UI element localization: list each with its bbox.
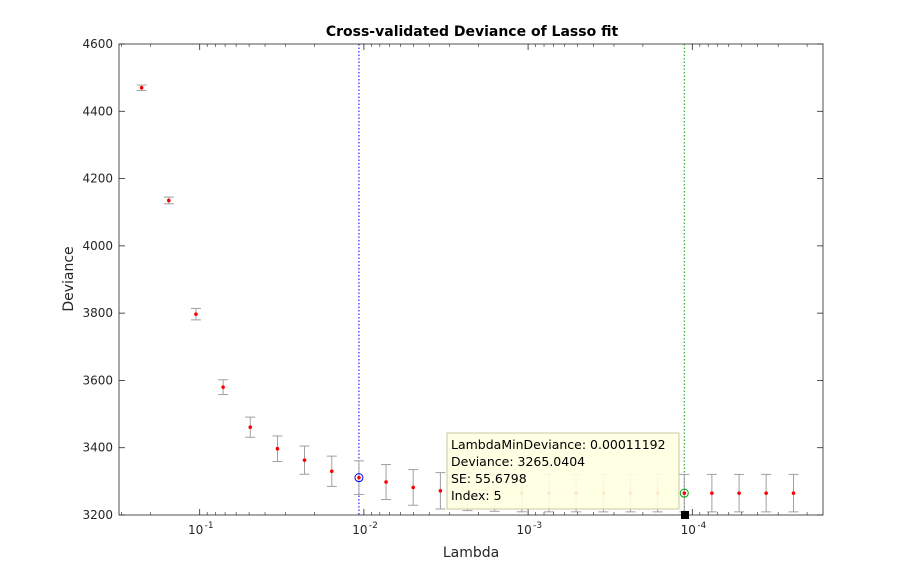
data-tip[interactable]: LambdaMinDeviance: 0.00011192 Deviance: …: [446, 432, 680, 510]
data-tip-line-index: Index: 5: [451, 488, 502, 503]
data-point: [764, 491, 768, 495]
data-tip-box: [446, 432, 680, 510]
data-point: [302, 458, 307, 462]
x-tick-label: 10: [681, 523, 696, 537]
x-tick-label-exponent: -1: [205, 521, 214, 531]
data-point: [194, 312, 198, 316]
x-axis: 10 -1 10 -2 10 -3 10 -4: [121, 44, 808, 537]
data-point: [329, 469, 334, 474]
lambda-min-marker: [679, 488, 689, 498]
data-tip-anchor-marker[interactable]: [681, 511, 689, 519]
data-point: [384, 480, 388, 484]
y-tick-label: 3800: [82, 306, 113, 320]
y-tick-label: 3200: [82, 508, 113, 522]
y-axis-label: Deviance: [61, 246, 77, 311]
data-point: [221, 385, 225, 389]
data-point: [737, 491, 741, 495]
y-axis: 3200 3400 3600 3800 4000 4200 4400 4600: [82, 37, 823, 522]
y-tick-label: 3600: [82, 373, 113, 387]
data-tip-line-deviance: Deviance: 3265.0404: [451, 454, 585, 469]
data-point: [357, 475, 361, 480]
x-axis-label: Lambda: [443, 545, 499, 561]
chart-title: Cross-validated Deviance of Lasso fit: [326, 24, 619, 40]
y-tick-label: 4600: [82, 37, 113, 51]
data-point: [275, 446, 280, 451]
reference-markers: [354, 473, 689, 498]
y-tick-label: 4200: [82, 172, 113, 186]
reference-lines: [358, 44, 685, 515]
x-tick-label-exponent: -2: [369, 521, 378, 531]
data-point: [167, 198, 171, 203]
y-tick-label: 4400: [82, 104, 113, 118]
plot-frame: [118, 43, 824, 516]
data-point: [411, 485, 415, 490]
data-point: [139, 85, 144, 90]
x-tick-label: 10: [352, 523, 367, 537]
x-tick-label: 10: [188, 523, 203, 537]
data-point: [710, 491, 714, 495]
data-point: [438, 488, 443, 493]
data-point: [682, 491, 687, 495]
x-tick-label-exponent: -3: [533, 521, 542, 531]
x-tick-label-exponent: -4: [697, 521, 706, 531]
data-point: [248, 425, 253, 429]
y-tick-label: 3400: [82, 441, 113, 455]
data-tip-line-lambda: LambdaMinDeviance: 0.00011192: [451, 437, 666, 452]
data-tip-line-se: SE: 55.6798: [451, 471, 527, 486]
x-tick-label: 10: [516, 523, 531, 537]
y-tick-label: 4000: [82, 239, 113, 253]
data-point: [791, 491, 796, 495]
lambda-1se-marker: [354, 473, 364, 483]
